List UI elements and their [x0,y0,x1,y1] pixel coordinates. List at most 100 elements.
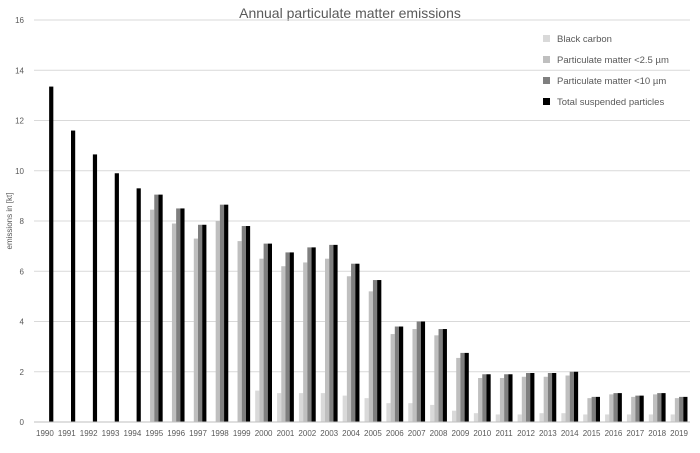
x-tick-label-2006: 2006 [386,429,404,438]
bar-4-2009 [464,352,469,422]
bar-2-1995 [150,209,155,422]
legend-label-2: Particulate matter <2.5 µm [557,55,669,66]
bar-4-2019 [683,396,688,422]
legend-label-3: Particulate matter <10 µm [557,76,666,87]
legend-swatch-1 [543,35,550,42]
bar-4-2018 [661,393,666,422]
bar-2-2014 [565,375,570,422]
bar-1-2007 [408,403,413,422]
bar-3-2014 [569,371,574,422]
y-tick-label-8: 8 [20,217,25,226]
x-tick-label-2004: 2004 [342,429,360,438]
y-tick-label-12: 12 [15,117,24,126]
bar-2-2013 [543,376,548,422]
y-tick-label-2: 2 [20,368,25,377]
legend-swatch-2 [543,56,550,63]
x-tick-label-1992: 1992 [80,429,98,438]
legend-swatch-3 [543,77,550,84]
bar-3-1998 [219,204,225,422]
bar-2-2001 [281,266,286,422]
bar-1-2019 [670,414,675,422]
bar-2-2010 [478,378,483,422]
bar-1-2005 [364,398,369,422]
bar-2-1996 [171,223,177,422]
bar-3-2007 [416,321,421,422]
bar-1-2018 [648,414,653,422]
x-tick-label-2003: 2003 [320,429,338,438]
x-tick-label-2008: 2008 [430,429,448,438]
y-axis-label: emissions in [kt] [5,193,14,250]
bar-4-2004 [355,263,360,422]
bar-1-2016 [605,414,610,422]
bar-2-2017 [631,396,636,422]
bar-1-2006 [386,403,391,422]
x-tick-label-1991: 1991 [58,429,76,438]
bar-2-2015 [587,398,592,422]
bar-4-2010 [486,374,491,422]
bar-4-2006 [399,326,404,422]
bar-2-1998 [215,221,220,422]
x-tick-label-1997: 1997 [189,429,207,438]
bar-3-2015 [591,396,596,422]
x-tick-label-1998: 1998 [211,429,229,438]
bar-1-2009 [452,410,457,422]
bar-4-1994 [136,188,141,422]
bar-1-2010 [473,413,479,422]
bar-4-2011 [508,374,513,422]
bar-2-2005 [368,291,373,422]
legend-swatch-4 [543,98,550,105]
bar-3-2011 [504,374,509,422]
bar-3-2016 [613,393,618,422]
x-tick-label-2014: 2014 [561,429,579,438]
bar-3-2009 [460,352,465,422]
bar-3-1995 [154,194,159,422]
bar-4-2007 [420,321,426,422]
bar-4-2017 [639,395,644,422]
bar-2-2009 [456,357,461,422]
bar-1-2001 [277,393,282,422]
chart-title: Annual particulate matter emissions [239,5,461,21]
bar-3-2010 [482,374,487,422]
bar-3-2008 [438,329,443,422]
bar-1-2002 [298,393,304,422]
bar-2-2000 [259,258,264,422]
bar-1-2012 [517,414,522,422]
x-tick-label-1994: 1994 [124,429,142,438]
bar-4-2013 [552,373,557,422]
x-tick-label-2016: 2016 [605,429,623,438]
bar-3-2000 [263,243,268,422]
bar-3-2003 [329,244,334,422]
bar-2-2003 [325,258,330,422]
x-tick-label-2010: 2010 [473,429,491,438]
x-tick-label-2001: 2001 [277,429,295,438]
bar-4-2001 [289,252,294,422]
bar-4-1998 [224,204,229,422]
bar-3-1997 [198,224,203,422]
bar-3-2002 [307,247,312,422]
x-tick-label-1999: 1999 [233,429,251,438]
y-tick-label-4: 4 [20,318,25,327]
x-tick-label-1990: 1990 [36,429,54,438]
bar-4-1991 [71,130,76,423]
bar-2-2004 [346,276,352,422]
y-tick-label-0: 0 [20,418,25,427]
bar-2-2016 [609,394,614,422]
x-tick-label-2009: 2009 [452,429,470,438]
bar-4-2012 [530,373,535,422]
bar-4-2002 [311,247,316,422]
y-tick-label-6: 6 [20,267,25,276]
bar-1-2014 [561,413,566,422]
legend-label-1: Black carbon [557,34,612,45]
bar-2-1999 [237,241,242,422]
bar-3-2013 [547,373,553,422]
bar-3-2012 [526,373,531,422]
bar-2-2012 [521,376,526,422]
bar-4-1993 [114,173,119,422]
bar-2-2002 [303,262,308,422]
bar-3-2004 [351,263,356,422]
bar-2-1997 [193,238,198,422]
x-tick-label-2018: 2018 [648,429,666,438]
bar-3-1999 [241,226,246,422]
